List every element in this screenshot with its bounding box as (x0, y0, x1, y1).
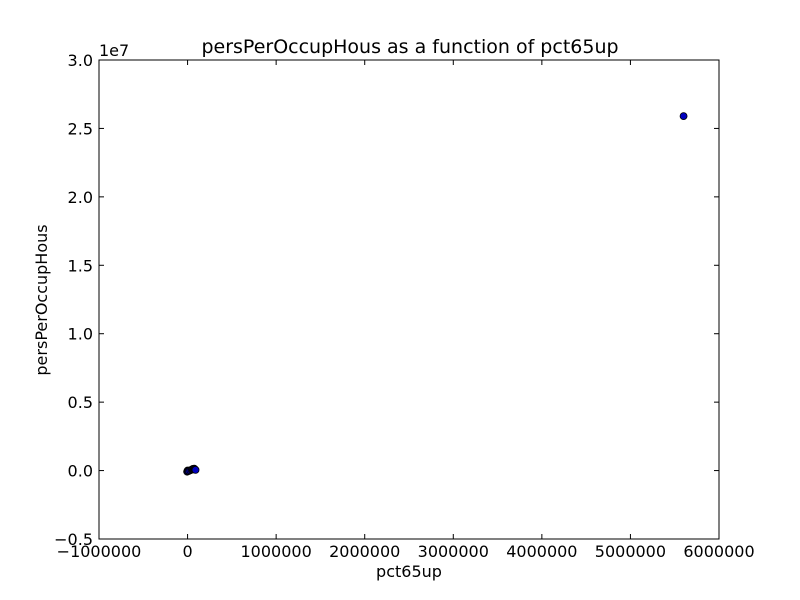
x-axis-ticks: −1000000 0 1000000 2000000 3000000 4000000 500… (57, 60, 755, 561)
y-tick-label: 2.0 (68, 188, 93, 207)
chart-title: persPerOccupHous as a function of pct65u… (201, 36, 618, 58)
axes-frame (98, 59, 720, 540)
x-tick-label: 1000000 (241, 542, 312, 561)
scatter-points (183, 112, 688, 476)
y-tick-label: 3.0 (68, 51, 93, 70)
y-tick-label: 0.0 (68, 462, 93, 481)
x-axis-label: pct65up (376, 562, 442, 581)
scatter-point (191, 465, 200, 474)
y-axis-ticks: −0.5 0.0 0.5 1.0 1.5 2.0 2.5 3.0 (54, 51, 719, 549)
y-tick-label: 2.5 (68, 119, 93, 138)
y-axis-offset-label: 1e7 (99, 41, 129, 60)
x-tick-label: −1000000 (57, 542, 142, 561)
x-tick-label: 6000000 (683, 542, 754, 561)
y-tick-label: 0.5 (68, 393, 93, 412)
x-tick-label: 3000000 (418, 542, 489, 561)
y-tick-label: −0.5 (54, 530, 93, 549)
x-tick-label: 4000000 (506, 542, 577, 561)
scatter-point (679, 112, 688, 121)
y-axis-label: persPerOccupHous (32, 224, 51, 375)
x-tick-label: 2000000 (329, 542, 400, 561)
x-tick-label: 0 (182, 542, 192, 561)
y-tick-label: 1.5 (68, 256, 93, 275)
x-tick-label: 5000000 (595, 542, 666, 561)
plot-area: −1000000 0 1000000 2000000 3000000 4000000 500… (54, 51, 754, 561)
y-tick-label: 1.0 (68, 325, 93, 344)
